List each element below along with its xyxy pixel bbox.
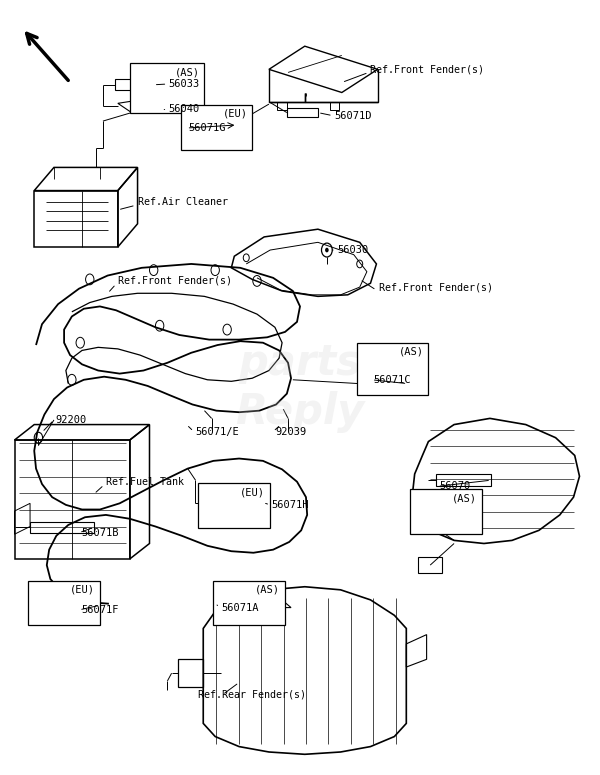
Text: (AS): (AS) bbox=[175, 67, 200, 77]
Text: parts
Reply: parts Reply bbox=[235, 343, 365, 432]
Text: 92039: 92039 bbox=[275, 426, 306, 436]
Text: Ref.Rear Fender(s): Ref.Rear Fender(s) bbox=[199, 690, 307, 700]
Text: 56070: 56070 bbox=[439, 481, 470, 491]
Text: (EU): (EU) bbox=[241, 487, 265, 497]
Bar bbox=[357, 343, 428, 395]
Bar bbox=[410, 490, 482, 534]
Text: (AS): (AS) bbox=[398, 346, 424, 356]
Bar bbox=[199, 484, 270, 528]
Text: 56071C: 56071C bbox=[373, 375, 410, 384]
Circle shape bbox=[325, 248, 329, 253]
Text: 56071/E: 56071/E bbox=[196, 426, 239, 436]
Text: (AS): (AS) bbox=[452, 494, 478, 503]
Text: Ref.Fuel Tank: Ref.Fuel Tank bbox=[106, 477, 184, 487]
Text: Ref.Front Fender(s): Ref.Front Fender(s) bbox=[379, 282, 493, 292]
Text: 92200: 92200 bbox=[55, 415, 86, 425]
Text: 56071F: 56071F bbox=[81, 605, 118, 615]
Text: 56033: 56033 bbox=[169, 79, 200, 89]
Bar bbox=[130, 64, 205, 113]
Text: Ref.Air Cleaner: Ref.Air Cleaner bbox=[137, 197, 227, 207]
Text: 56071D: 56071D bbox=[335, 111, 372, 121]
Text: 56040: 56040 bbox=[169, 105, 200, 115]
Bar bbox=[181, 105, 252, 150]
Text: 56071G: 56071G bbox=[188, 123, 226, 133]
Text: 56071H: 56071H bbox=[271, 500, 309, 510]
Text: 56071A: 56071A bbox=[221, 603, 259, 612]
Text: Ref.Front Fender(s): Ref.Front Fender(s) bbox=[118, 276, 232, 286]
Bar bbox=[28, 580, 100, 625]
Bar bbox=[214, 580, 285, 625]
Text: (AS): (AS) bbox=[255, 584, 280, 594]
Text: Ref.Front Fender(s): Ref.Front Fender(s) bbox=[370, 64, 484, 74]
Text: (EU): (EU) bbox=[223, 109, 247, 119]
Text: (EU): (EU) bbox=[70, 584, 95, 594]
Text: 56030: 56030 bbox=[337, 245, 368, 255]
Text: 56071B: 56071B bbox=[81, 528, 118, 538]
